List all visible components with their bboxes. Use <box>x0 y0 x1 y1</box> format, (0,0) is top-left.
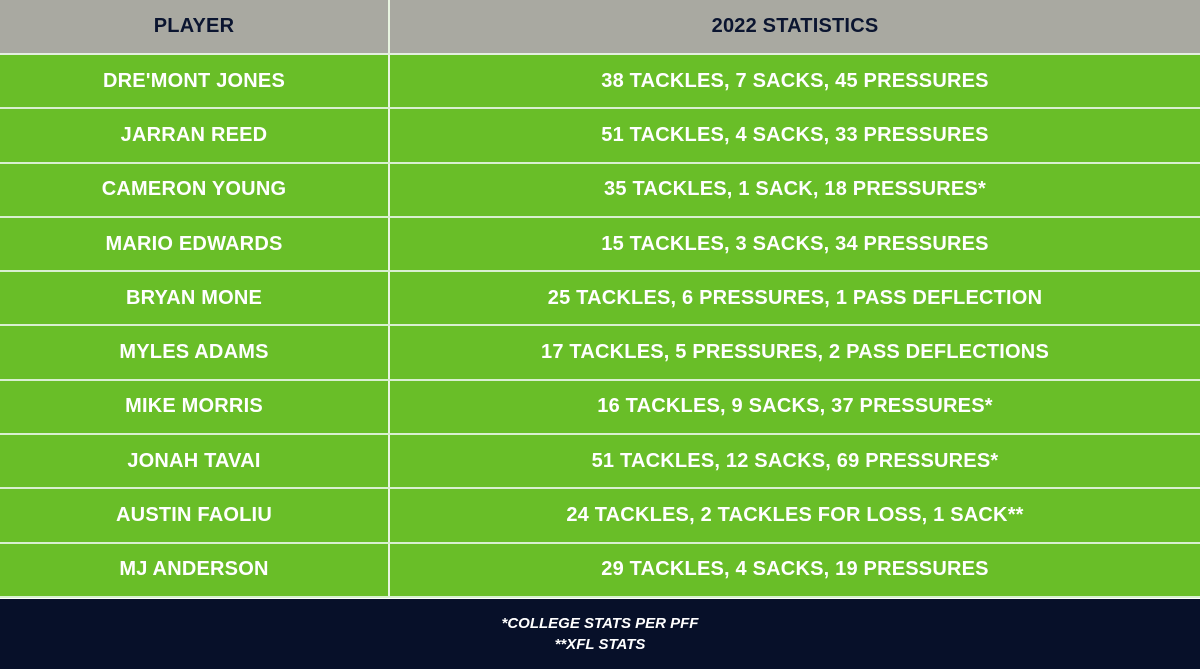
table-row: JONAH TAVAI 51 TACKLES, 12 SACKS, 69 PRE… <box>0 435 1200 490</box>
table-row: DRE'MONT JONES 38 TACKLES, 7 SACKS, 45 P… <box>0 55 1200 110</box>
player-stats: 15 TACKLES, 3 SACKS, 34 PRESSURES <box>601 232 989 255</box>
table-row: JARRAN REED 51 TACKLES, 4 SACKS, 33 PRES… <box>0 109 1200 164</box>
footnote-college: *COLLEGE STATS PER PFF <box>501 615 699 632</box>
player-name: MJ ANDERSON <box>0 543 390 596</box>
table-header-row: PLAYER 2022 STATISTICS <box>0 0 1200 55</box>
stats-table: PLAYER 2022 STATISTICS DRE'MONT JONES 38… <box>0 0 1200 598</box>
table-row: AUSTIN FAOLIU 24 TACKLES, 2 TACKLES FOR … <box>0 489 1200 544</box>
player-name: DRE'MONT JONES <box>0 55 390 108</box>
player-stats: 51 TACKLES, 4 SACKS, 33 PRESSURES <box>601 123 989 146</box>
player-stats: 35 TACKLES, 1 SACK, 18 PRESSURES* <box>604 178 986 201</box>
player-name: CAMERON YOUNG <box>0 163 390 216</box>
table-row: MIKE MORRIS 16 TACKLES, 9 SACKS, 37 PRES… <box>0 380 1200 436</box>
player-stats: 24 TACKLES, 2 TACKLES FOR LOSS, 1 SACK** <box>566 504 1024 527</box>
player-name: MARIO EDWARDS <box>0 217 390 271</box>
table-row: MARIO EDWARDS 15 TACKLES, 3 SACKS, 34 PR… <box>0 217 1200 273</box>
header-player: PLAYER <box>0 0 390 53</box>
player-name: BRYAN MONE <box>0 272 390 325</box>
table-row: MJ ANDERSON 29 TACKLES, 4 SACKS, 19 PRES… <box>0 543 1200 598</box>
player-stats: 17 TACKLES, 5 PRESSURES, 2 PASS DEFLECTI… <box>541 341 1049 364</box>
table-row: BRYAN MONE 25 TACKLES, 6 PRESSURES, 1 PA… <box>0 272 1200 327</box>
footnotes: *COLLEGE STATS PER PFF **XFL STATS <box>0 599 1200 669</box>
player-name: MYLES ADAMS <box>0 326 390 379</box>
footnote-xfl: **XFL STATS <box>554 636 646 653</box>
player-stats: 29 TACKLES, 4 SACKS, 19 PRESSURES <box>601 558 989 581</box>
header-stats: 2022 STATISTICS <box>711 15 879 37</box>
player-stats: 16 TACKLES, 9 SACKS, 37 PRESSURES* <box>597 395 993 418</box>
player-stats: 38 TACKLES, 7 SACKS, 45 PRESSURES <box>601 69 989 92</box>
player-name: JONAH TAVAI <box>0 435 390 488</box>
player-stats: 25 TACKLES, 6 PRESSURES, 1 PASS DEFLECTI… <box>547 286 1043 309</box>
player-name: MIKE MORRIS <box>0 380 390 434</box>
player-stats: 51 TACKLES, 12 SACKS, 69 PRESSURES* <box>591 449 999 472</box>
table-row: CAMERON YOUNG 35 TACKLES, 1 SACK, 18 PRE… <box>0 163 1200 218</box>
player-name: JARRAN REED <box>0 109 390 162</box>
player-name: AUSTIN FAOLIU <box>0 489 390 542</box>
table-row: MYLES ADAMS 17 TACKLES, 5 PRESSURES, 2 P… <box>0 326 1200 381</box>
